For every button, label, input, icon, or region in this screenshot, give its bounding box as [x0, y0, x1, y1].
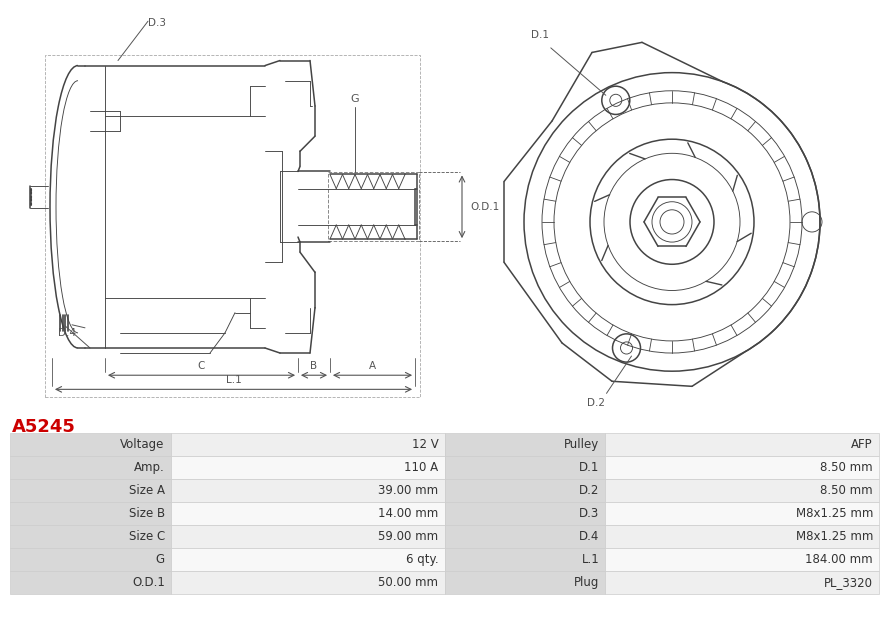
Text: 59.00 mm: 59.00 mm [379, 530, 438, 543]
Bar [171, 571, 444, 594]
Text: 6 qty.: 6 qty. [406, 553, 438, 566]
Text: 8.50 mm: 8.50 mm [821, 461, 873, 474]
Bar [171, 479, 444, 502]
Text: A5245: A5245 [12, 418, 76, 436]
Bar [605, 433, 879, 456]
Bar [45, 55, 420, 397]
Bar [10, 548, 171, 571]
Text: C: C [198, 361, 205, 371]
Text: 50.00 mm: 50.00 mm [379, 576, 438, 589]
Text: L.1: L.1 [581, 553, 599, 566]
Bar [171, 456, 444, 479]
Text: L.1: L.1 [226, 375, 242, 385]
Bar [10, 479, 171, 502]
Text: AFP: AFP [852, 438, 873, 451]
Bar [605, 571, 879, 594]
Text: 14.00 mm: 14.00 mm [378, 507, 438, 520]
Text: Amp.: Amp. [134, 461, 164, 474]
Bar [10, 456, 171, 479]
Bar [444, 456, 605, 479]
Bar [328, 173, 419, 241]
Bar [171, 433, 444, 456]
Text: M8x1.25 mm: M8x1.25 mm [796, 530, 873, 543]
Bar [444, 433, 605, 456]
Text: A: A [369, 361, 376, 371]
Bar [605, 525, 879, 548]
Text: Size C: Size C [129, 530, 164, 543]
Bar [605, 479, 879, 502]
Bar [444, 479, 605, 502]
Bar [444, 571, 605, 594]
Text: G: G [350, 94, 359, 104]
Text: G: G [156, 553, 164, 566]
Text: 8.50 mm: 8.50 mm [821, 484, 873, 497]
Text: 12 V: 12 V [412, 438, 438, 451]
Bar [10, 433, 171, 456]
Bar [171, 502, 444, 525]
Bar [10, 502, 171, 525]
Bar [10, 571, 171, 594]
Text: D.1: D.1 [531, 30, 549, 40]
Text: D.4: D.4 [58, 328, 76, 338]
Text: 110 A: 110 A [404, 461, 438, 474]
Text: 184.00 mm: 184.00 mm [805, 553, 873, 566]
Bar [171, 525, 444, 548]
Text: Plug: Plug [574, 576, 599, 589]
Text: Pulley: Pulley [564, 438, 599, 451]
Text: D.1: D.1 [579, 461, 599, 474]
Text: D.2: D.2 [587, 398, 605, 409]
Text: Size B: Size B [129, 507, 164, 520]
Text: 39.00 mm: 39.00 mm [379, 484, 438, 497]
Text: B: B [310, 361, 317, 371]
Text: PL_3320: PL_3320 [824, 576, 873, 589]
Text: M8x1.25 mm: M8x1.25 mm [796, 507, 873, 520]
Bar [171, 548, 444, 571]
Bar [444, 502, 605, 525]
Text: Size A: Size A [129, 484, 164, 497]
Bar [605, 502, 879, 525]
Bar [605, 548, 879, 571]
Text: D.2: D.2 [579, 484, 599, 497]
Text: O.D.1: O.D.1 [132, 576, 164, 589]
Text: O.D.1: O.D.1 [470, 202, 500, 212]
Text: D.3: D.3 [579, 507, 599, 520]
Text: Voltage: Voltage [120, 438, 164, 451]
Bar [444, 548, 605, 571]
Bar [605, 456, 879, 479]
Text: D.4: D.4 [579, 530, 599, 543]
Bar [444, 525, 605, 548]
Text: D.3: D.3 [148, 18, 166, 28]
Bar [10, 525, 171, 548]
